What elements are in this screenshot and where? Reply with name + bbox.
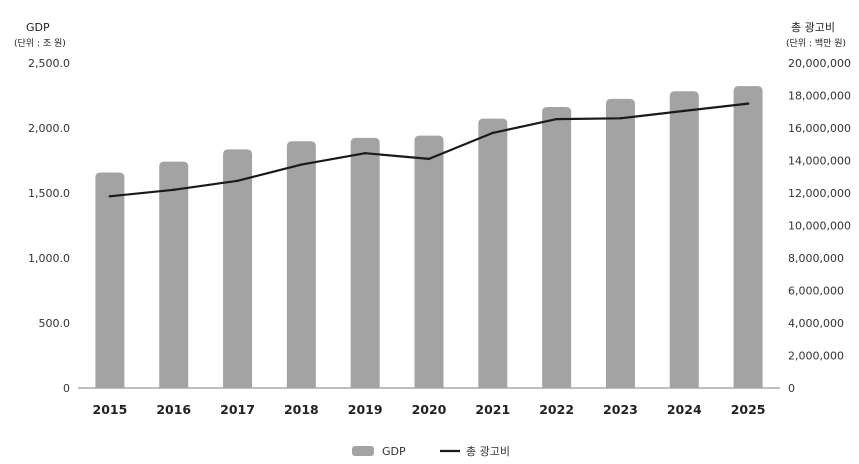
x-axis-category-label: 2021 bbox=[475, 402, 510, 417]
gdp-bar bbox=[223, 149, 253, 388]
right-tick-label: 6,000,000 bbox=[788, 285, 844, 298]
gdp-bar bbox=[542, 106, 572, 388]
ad-spend-point bbox=[683, 109, 686, 113]
ad-spend-point bbox=[236, 179, 239, 183]
right-axis-title: 총 광고비 bbox=[791, 21, 835, 34]
x-axis-category-label: 2019 bbox=[348, 402, 383, 417]
right-tick-label: 4,000,000 bbox=[788, 317, 844, 330]
left-tick-label: 1,000.0 bbox=[28, 252, 70, 265]
left-tick-label: 500.0 bbox=[39, 317, 71, 330]
left-tick-label: 2,500.0 bbox=[28, 57, 70, 70]
right-tick-label: 0 bbox=[788, 382, 795, 395]
legend-swatch-gdp bbox=[352, 446, 374, 456]
left-axis-ticks: 0 500.0 1,000.0 1,500.0 2,000.0 2,500.0 bbox=[28, 57, 70, 395]
gdp-bar bbox=[414, 135, 444, 388]
left-tick-label: 2,000.0 bbox=[28, 122, 70, 135]
gdp-bar bbox=[286, 141, 316, 388]
legend-label-ad-spend: 총 광고비 bbox=[466, 445, 510, 458]
right-tick-label: 18,000,000 bbox=[788, 90, 851, 103]
right-tick-label: 10,000,000 bbox=[788, 220, 851, 233]
x-axis-category-label: 2018 bbox=[284, 402, 319, 417]
gdp-bar bbox=[669, 91, 699, 389]
ad-spend-point bbox=[491, 131, 495, 135]
ad-spend-point bbox=[619, 117, 622, 120]
gdp-bar bbox=[478, 118, 508, 388]
x-axis-category-label: 2025 bbox=[731, 402, 766, 417]
ad-spend-line-layer bbox=[108, 102, 750, 198]
left-axis-unit: (단위 : 조 원) bbox=[14, 38, 66, 49]
x-axis-category-label: 2017 bbox=[220, 402, 255, 417]
ad-spend-point bbox=[172, 188, 175, 191]
right-tick-label: 20,000,000 bbox=[788, 57, 851, 70]
right-tick-label: 2,000,000 bbox=[788, 350, 844, 363]
x-axis-category-label: 2023 bbox=[603, 402, 638, 417]
left-tick-label: 0 bbox=[63, 382, 70, 395]
x-axis-category-label: 2015 bbox=[93, 402, 128, 417]
gdp-bar bbox=[159, 161, 189, 388]
left-axis-title: GDP bbox=[26, 21, 50, 34]
gdp-bar bbox=[605, 98, 635, 388]
ad-spend-point bbox=[746, 102, 750, 105]
ad-spend-point bbox=[363, 151, 367, 155]
right-tick-label: 16,000,000 bbox=[788, 122, 851, 135]
gdp-bar bbox=[350, 137, 380, 388]
ad-spend-point bbox=[427, 157, 431, 161]
x-axis-category-label: 2022 bbox=[539, 402, 574, 417]
legend-label-gdp: GDP bbox=[382, 445, 406, 458]
right-tick-label: 12,000,000 bbox=[788, 187, 851, 200]
ad-spend-point bbox=[555, 117, 558, 121]
x-axis-category-label: 2020 bbox=[412, 402, 447, 417]
right-tick-label: 8,000,000 bbox=[788, 252, 844, 265]
right-axis-unit: (단위 : 백만 원) bbox=[786, 38, 846, 49]
legend: GDP 총 광고비 bbox=[352, 445, 510, 458]
ad-spend-point bbox=[300, 163, 303, 166]
right-axis-ticks: 0 2,000,000 4,000,000 6,000,000 8,000,000 10,… bbox=[788, 57, 851, 395]
ad-spend-point bbox=[108, 195, 112, 198]
gdp-bar bbox=[733, 86, 763, 388]
x-axis-category-label: 2024 bbox=[667, 402, 702, 417]
gdp-bar bbox=[95, 172, 125, 388]
left-tick-label: 1,500.0 bbox=[28, 187, 70, 200]
right-tick-label: 14,000,000 bbox=[788, 155, 851, 168]
x-axis-category-labels: 2015 2016 2017 2018 2019 2020 2021 2022 2023 2024… bbox=[93, 402, 766, 417]
x-axis-category-label: 2016 bbox=[156, 402, 191, 417]
gdp-bars bbox=[95, 86, 763, 389]
